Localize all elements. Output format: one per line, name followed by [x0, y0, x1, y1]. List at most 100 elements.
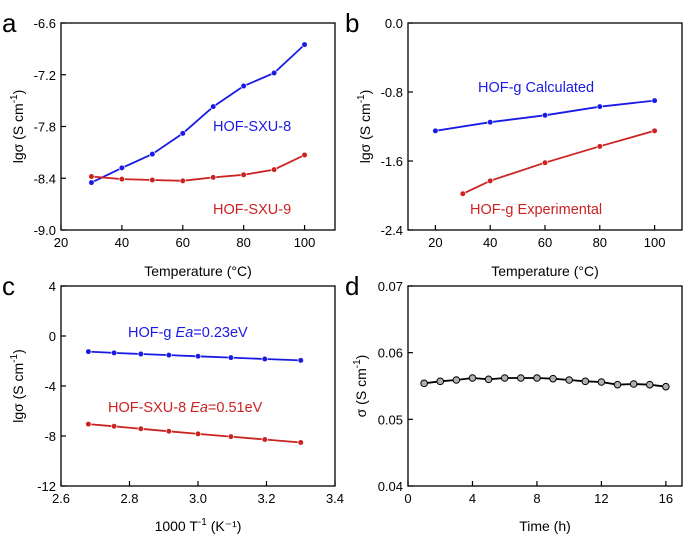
y-tick-label-c: -8	[44, 429, 56, 444]
data-point-c	[194, 353, 202, 360]
x-tick-label-c: 3.4	[326, 491, 344, 506]
data-point-c	[85, 348, 92, 355]
data-point-c	[194, 430, 202, 437]
y-tick-label-c: 0	[49, 329, 56, 344]
data-point-a	[118, 176, 125, 183]
annotation-hof-g-ea-val: =0.23eV	[193, 325, 248, 341]
x-tick-label-d: 8	[533, 491, 540, 506]
data-point-a	[240, 171, 247, 178]
data-point-d	[565, 376, 573, 384]
data-point-c	[110, 423, 118, 430]
data-point-c	[297, 357, 304, 364]
x-tick-label-d: 0	[404, 491, 411, 506]
series-line-c	[88, 350, 301, 362]
x-tick-label-b: 60	[538, 235, 552, 250]
x-tick-label-a: 60	[176, 235, 190, 250]
annotation-hof-sxu-8-ea: HOF-SXU-8 Ea=0.51eV	[108, 400, 263, 416]
data-point-b	[651, 97, 658, 104]
x-tick-label-d: 12	[594, 491, 608, 506]
data-point-a	[240, 82, 247, 90]
series-line-c	[88, 423, 301, 444]
plot-frame-d	[407, 285, 683, 487]
y-tick-label-a: -8.4	[34, 171, 56, 186]
panel-letter-d: d	[345, 271, 359, 301]
data-point-b	[541, 159, 549, 166]
x-tick-label-c: 2.8	[120, 491, 138, 506]
x-tick-label-b: 40	[483, 235, 497, 250]
data-point-c	[227, 354, 234, 361]
data-point-a	[179, 177, 186, 184]
annotation-hof-g-ea: HOF-g Ea=0.23eV	[128, 325, 248, 341]
data-point-d	[517, 374, 525, 382]
x-tick-label-b: 80	[593, 235, 607, 250]
x-tick-label-c: 2.6	[52, 491, 70, 506]
data-point-a	[88, 173, 95, 180]
y-tick-label-d: 0.05	[378, 412, 403, 427]
data-point-d	[629, 380, 638, 388]
data-point-b	[487, 177, 494, 184]
x-axis-title-d: Time (h)	[519, 518, 571, 534]
y-tick-label-b: -1.6	[381, 154, 403, 169]
data-point-b	[596, 103, 603, 110]
x-tick-label-c: 3.2	[257, 491, 275, 506]
data-point-b	[432, 127, 439, 134]
data-point-c	[110, 349, 118, 356]
data-point-a	[118, 164, 125, 171]
data-point-c	[261, 355, 268, 363]
data-point-d	[468, 374, 477, 382]
y-tick-label-d: 0.06	[378, 346, 403, 361]
plot-frame-c	[60, 285, 336, 487]
data-point-d	[645, 380, 654, 389]
panel-letter-a: a	[2, 8, 17, 38]
x-axis-title-a: Temperature (°C)	[144, 263, 252, 279]
x-tick-label-a: 20	[54, 235, 68, 250]
data-point-a	[271, 69, 278, 77]
x-tick-label-b: 20	[428, 235, 442, 250]
data-point-a	[271, 166, 278, 173]
y-tick-label-b: 0.0	[385, 16, 403, 31]
data-point-a	[301, 151, 308, 159]
y-tick-label-b: -0.8	[381, 85, 403, 100]
data-point-d	[533, 374, 541, 382]
annotation-hof-sxu-9: HOF-SXU-9	[213, 202, 291, 218]
data-point-c	[137, 425, 144, 432]
y-tick-label-d: 0.04	[378, 479, 403, 494]
panel-letter-b: b	[345, 8, 359, 38]
x-tick-label-d: 4	[469, 491, 476, 506]
data-point-a	[210, 103, 217, 110]
y-tick-label-c: 4	[49, 279, 56, 294]
y-tick-label-a: -7.2	[34, 68, 56, 83]
data-point-c	[137, 350, 144, 358]
data-point-c	[165, 428, 172, 435]
y-axis-title-c: lgσ (S cm-1)	[9, 349, 26, 423]
panel-a-chart: 20 40 60 80 100 -9.0 -8.4 -7.8 -7.2 -6.6 Temperatu…	[9, 16, 336, 279]
y-axis-title-d: σ (S cm-1)	[352, 355, 369, 418]
annotation-hof-sxu-8: HOF-SXU-8	[213, 119, 291, 135]
panel-letter-c: c	[2, 271, 15, 301]
x-axis-title-b: Temperature (°C)	[491, 263, 599, 279]
data-point-d	[662, 382, 670, 391]
data-point-a	[88, 179, 95, 186]
y-tick-label-c: -4	[44, 379, 56, 394]
annotation-hof-sxu-8-ea-val: =0.51eV	[208, 400, 263, 416]
data-point-c	[227, 433, 234, 440]
panel-c-chart: 2.6 2.8 3.0 3.2 3.4 -12 -8 -4 0 4 1000 T-1 (K⁻¹) lg…	[9, 279, 344, 534]
x-tick-label-a: 40	[115, 235, 129, 250]
data-point-d	[581, 377, 590, 386]
data-point-b	[651, 127, 658, 134]
y-axis-title-a: lgσ (S cm-1)	[9, 90, 26, 164]
data-point-d	[613, 380, 622, 389]
data-point-d	[484, 375, 493, 384]
x-tick-label-d: 16	[659, 491, 673, 506]
data-point-d	[500, 374, 509, 382]
data-point-a	[301, 41, 308, 48]
y-tick-label-a: -9.0	[34, 223, 56, 238]
series-line-a	[91, 43, 306, 184]
y-axis-title-b: lgσ (S cm-1)	[356, 90, 373, 164]
panel-d-chart: 0 4 8 12 16 0.04 0.05 0.06 0.07 Time (h) σ (S cm-1…	[352, 279, 683, 534]
series-line-b	[462, 129, 655, 195]
x-tick-label-a: 80	[236, 235, 250, 250]
data-point-a	[149, 151, 156, 158]
data-point-c	[165, 352, 172, 359]
